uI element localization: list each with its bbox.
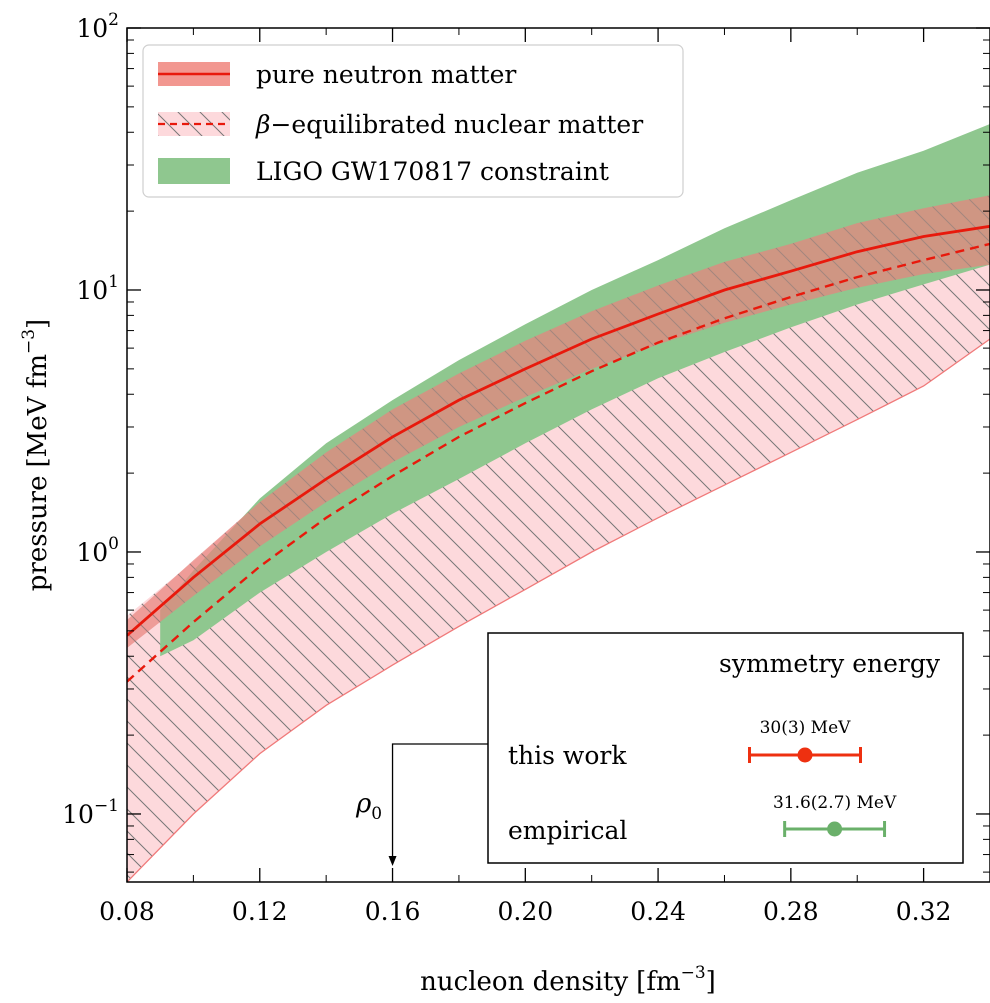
x-tick-label: 0.24 xyxy=(630,897,686,926)
errorbar-point xyxy=(827,821,843,837)
band-beta-equilibrated-lower-edge xyxy=(127,338,990,882)
x-tick-label: 0.28 xyxy=(763,897,819,926)
legend-label-beta-equilibrated: β−equilibrated nuclear matter xyxy=(255,110,643,139)
y-axis-label: pressure[MeV fm−3] xyxy=(19,319,53,591)
legend-label-pure-neutron-matter: pure neutron matter xyxy=(256,60,516,89)
rho-arrow-line xyxy=(391,743,488,858)
inset-row-label-this-work: this work xyxy=(508,741,627,770)
x-axis-label: nucleon density [fm−3] xyxy=(420,963,716,997)
y-tick-label: 102 xyxy=(76,10,119,43)
inset-row-label-empirical: empirical xyxy=(508,816,627,845)
legend: pure neutron matter β−equilibrated nucle… xyxy=(142,44,684,198)
rho-arrow-head xyxy=(388,856,397,866)
plot-area xyxy=(127,124,990,882)
y-tick-label: 100 xyxy=(76,534,119,567)
legend-box xyxy=(142,44,684,198)
symmetry-energy-inset: symmetry energy this work 30(3) MeV empi… xyxy=(487,632,964,864)
inset-title: symmetry energy xyxy=(719,649,941,678)
legend-label-ligo: LIGO GW170817 constraint xyxy=(256,157,609,186)
errorbar-this-work xyxy=(748,747,862,763)
x-tick-label: 0.16 xyxy=(365,897,421,926)
x-tick-label: 0.20 xyxy=(497,897,553,926)
line-beta-equilibrated xyxy=(127,242,990,683)
band-beta-equilibrated-hatch xyxy=(127,195,990,882)
y-axis-ticks: 10−1 100 101 102 xyxy=(62,10,990,873)
x-axis-ticks: 0.08 0.12 0.16 0.20 0.24 0.28 0.32 xyxy=(99,28,990,926)
bands xyxy=(127,124,990,882)
line-pure-neutron-matter xyxy=(127,224,990,637)
legend-entry-pure-neutron-matter: pure neutron matter xyxy=(158,60,516,89)
x-tick-label: 0.12 xyxy=(232,897,288,926)
errorbar-point xyxy=(797,747,813,763)
rho-label: ρ0 xyxy=(355,789,382,824)
band-pure-neutron-matter-hatch xyxy=(127,195,990,648)
errorbar-empirical xyxy=(783,821,887,837)
plot-frame xyxy=(126,27,990,883)
y-tick-label: 101 xyxy=(76,272,119,305)
curves xyxy=(127,224,990,683)
legend-entry-ligo: LIGO GW170817 constraint xyxy=(158,157,609,186)
inset-value-label-this-work: 30(3) MeV xyxy=(760,718,852,738)
saturation-density-annotation: ρ0 xyxy=(355,743,488,866)
legend-entry-beta-equilibrated: β−equilibrated nuclear matter xyxy=(158,110,643,139)
x-tick-label: 0.32 xyxy=(896,897,952,926)
y-tick-label: 10−1 xyxy=(62,796,119,829)
inset-value-label-empirical: 31.6(2.7) MeV xyxy=(773,793,897,813)
x-tick-label: 0.08 xyxy=(99,897,155,926)
